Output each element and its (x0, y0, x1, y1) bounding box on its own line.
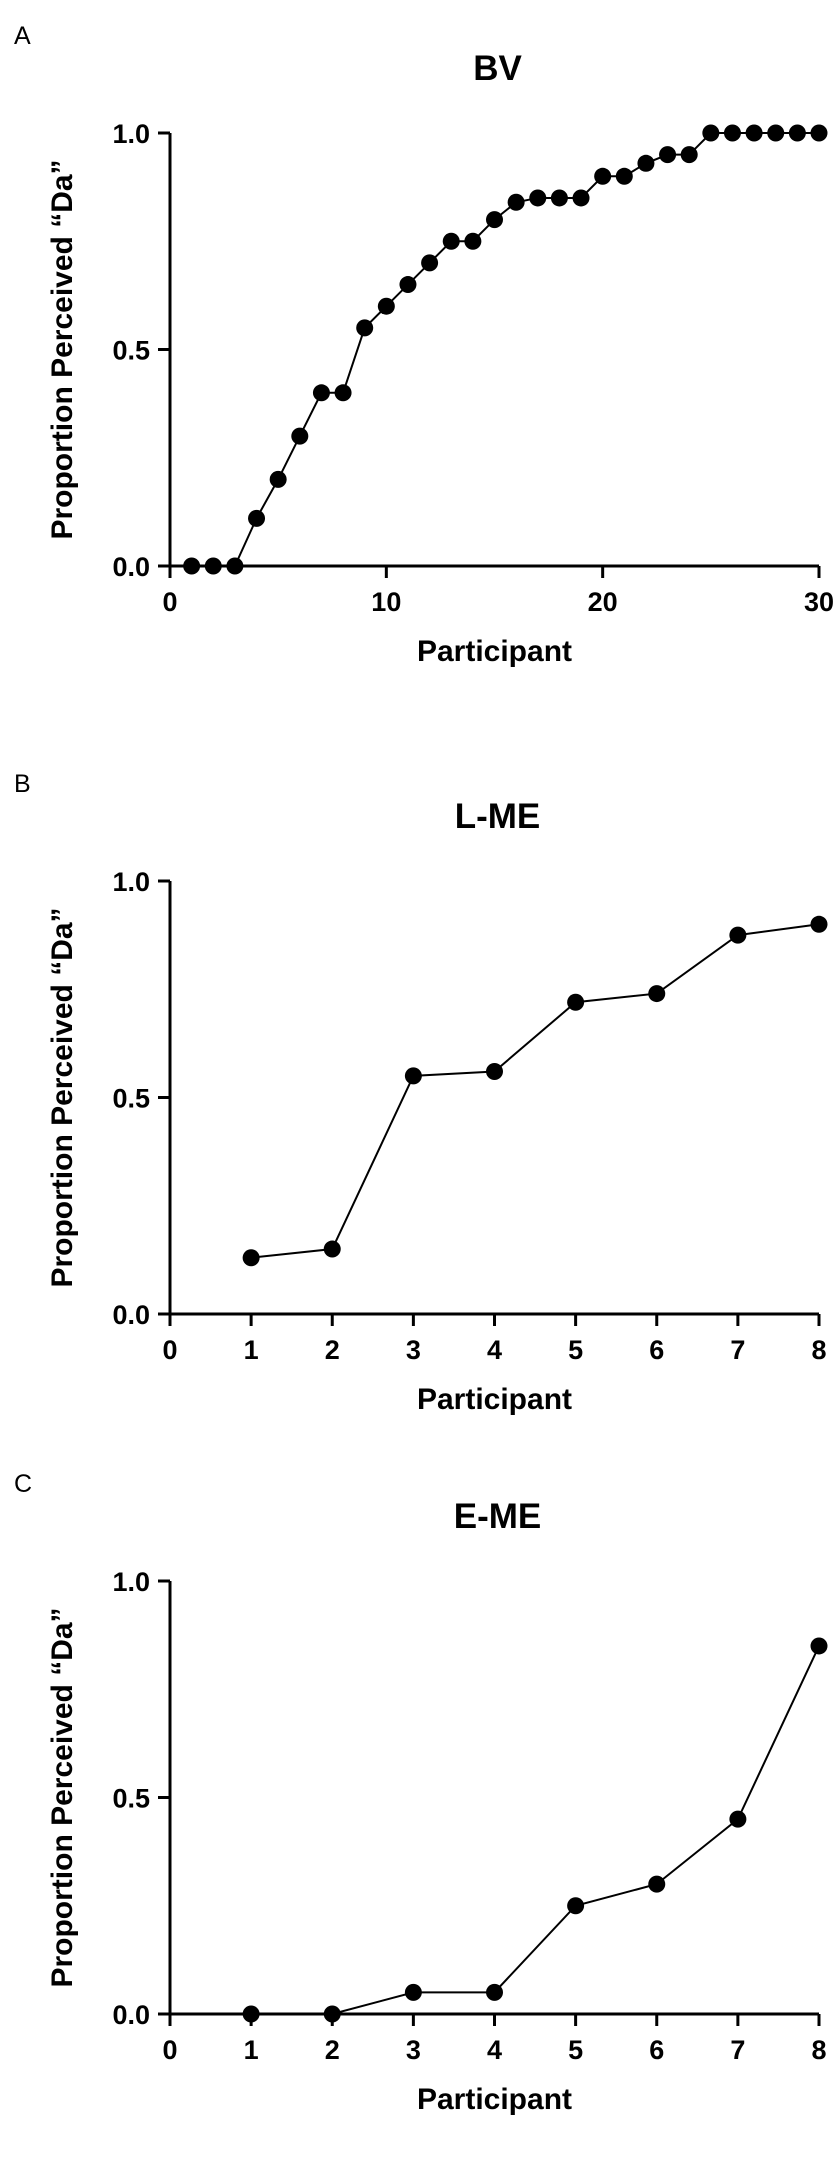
y-tick-label: 1.0 (112, 119, 150, 149)
data-point (404, 1067, 422, 1085)
chart-c-svg: C E-ME 0 1 2 3 4 5 6 7 8 0.0 0.5 1.0 Participant Propor… (14, 1470, 828, 2116)
chart-title: E-ME (454, 1497, 542, 1536)
y-tick-label: 0.5 (112, 1084, 150, 1114)
data-point (291, 427, 309, 445)
data-point (183, 557, 201, 575)
y-tick-label: 0.0 (112, 552, 150, 582)
x-tick-label: 20 (588, 587, 618, 617)
y-tick-label: 0.5 (112, 1784, 150, 1814)
chart-b-svg: B L-ME 0 1 2 3 4 5 6 7 8 0.0 0.5 1.0 Participant Propor… (14, 770, 828, 1416)
y-axis-label: Proportion Perceived “Da” (46, 159, 79, 539)
x-tick-label: 8 (811, 1335, 826, 1365)
data-point (486, 211, 503, 229)
data-point (659, 146, 677, 164)
data-point (567, 1897, 585, 1915)
data-point (464, 232, 482, 250)
data-point (323, 2005, 341, 2023)
x-tick-label: 0 (162, 2035, 177, 2065)
data-point (615, 167, 633, 185)
data-point (729, 926, 747, 944)
x-tick-label: 3 (406, 2035, 421, 2065)
data-point (204, 557, 222, 575)
data-point (529, 189, 547, 207)
data-point (788, 124, 806, 142)
data-point (399, 276, 417, 294)
x-tick-label: 4 (487, 2035, 502, 2065)
x-tick-label: 30 (804, 587, 834, 617)
y-axis-label: Proportion Perceived “Da” (46, 1607, 79, 1987)
x-tick-label: 6 (649, 1335, 664, 1365)
x-tick-label: 2 (325, 2035, 340, 2065)
x-tick-label: 7 (730, 1335, 745, 1365)
y-tick-label: 0.5 (112, 336, 150, 366)
data-point (442, 232, 460, 250)
x-tick-label: 7 (730, 2035, 745, 2065)
data-point (486, 1063, 503, 1081)
series-line (251, 923, 820, 1259)
panel-letter: B (14, 770, 31, 798)
data-point (377, 297, 395, 315)
data-point (729, 1810, 747, 1828)
data-point (242, 1249, 260, 1267)
y-tick-label: 0.0 (112, 2000, 150, 2030)
data-point (594, 167, 612, 185)
data-point (767, 124, 785, 142)
x-tick-label: 10 (371, 587, 401, 617)
data-point (810, 915, 828, 933)
data-point (680, 146, 698, 164)
y-axis-label: Proportion Perceived “Da” (46, 907, 79, 1287)
x-tick-label: 5 (568, 2035, 583, 2065)
data-point (242, 2005, 260, 2023)
panel-letter: C (14, 1470, 32, 1498)
data-point (567, 993, 585, 1011)
data-point (810, 1637, 828, 1655)
chart-panel-a: A BV 0 10 20 30 0.0 0.5 1.0 Participant Proportion… (0, 0, 839, 725)
chart-title: L-ME (455, 797, 541, 836)
chart-panel-b: B L-ME 0 1 2 3 4 5 6 7 8 0.0 0.5 1.0 Participant Propor… (0, 748, 839, 1473)
data-point (648, 985, 666, 1003)
x-tick-label: 3 (406, 1335, 421, 1365)
chart-a-svg: A BV 0 10 20 30 0.0 0.5 1.0 Participant Proportion… (14, 22, 834, 668)
x-tick-label: 5 (568, 1335, 583, 1365)
data-point (404, 1983, 422, 2001)
y-tick-label: 1.0 (112, 1567, 150, 1597)
data-point (269, 470, 287, 488)
x-axis-label: Participant (417, 635, 572, 668)
data-point (356, 319, 374, 337)
data-point (226, 557, 244, 575)
series-line (251, 1645, 820, 2015)
data-point (323, 1240, 341, 1258)
x-tick-label: 8 (811, 2035, 826, 2065)
x-tick-label: 1 (244, 1335, 259, 1365)
data-point (702, 124, 720, 142)
chart-title: BV (473, 49, 522, 88)
data-point (723, 124, 741, 142)
series-line (191, 132, 819, 567)
data-point (572, 189, 590, 207)
x-axis-label: Participant (417, 2083, 572, 2116)
data-point (648, 1875, 666, 1893)
x-tick-label: 6 (649, 2035, 664, 2065)
x-tick-label: 2 (325, 1335, 340, 1365)
data-point (810, 124, 828, 142)
x-tick-label: 0 (162, 587, 177, 617)
data-point (334, 384, 352, 402)
y-tick-label: 1.0 (112, 867, 150, 897)
data-point (637, 154, 655, 172)
data-point (421, 254, 439, 272)
x-tick-label: 0 (162, 1335, 177, 1365)
chart-panel-c: C E-ME 0 1 2 3 4 5 6 7 8 0.0 0.5 1.0 Participant Propor… (0, 1448, 839, 2173)
x-tick-label: 4 (487, 1335, 502, 1365)
data-point (507, 193, 525, 211)
x-tick-label: 1 (244, 2035, 259, 2065)
data-point (550, 189, 568, 207)
data-point (248, 509, 266, 527)
panel-letter: A (14, 22, 31, 50)
x-axis-label: Participant (417, 1383, 572, 1416)
y-tick-label: 0.0 (112, 1300, 150, 1330)
data-point (312, 384, 330, 402)
data-point (745, 124, 763, 142)
data-point (486, 1983, 503, 2001)
